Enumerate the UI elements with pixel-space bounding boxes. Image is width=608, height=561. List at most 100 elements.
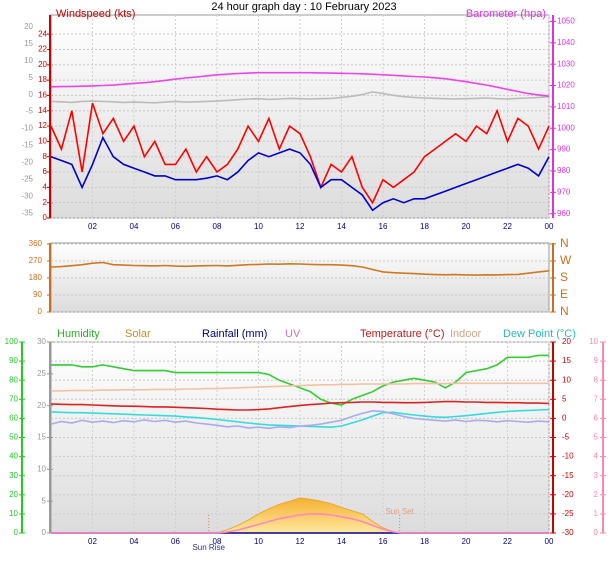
y-tick-label: 80 (9, 375, 18, 384)
y3-tick-label: -35 (21, 208, 33, 217)
y-axis-title: Windspeed (kts) (56, 8, 135, 20)
x-tick-label: 02 (88, 222, 97, 231)
y3-tick-label: 20 (24, 22, 33, 31)
y-tick-label: 2 (43, 198, 48, 207)
y2-tick-label: -25 (562, 509, 574, 518)
y2-tick-label: 990 (557, 145, 571, 154)
y-tick-label: 16 (38, 91, 47, 100)
y4-tick-label: 7 (594, 394, 599, 403)
y-tick-label: 40 (9, 452, 18, 461)
legend-entry: Humidity (57, 328, 100, 340)
y4-tick-label: 1 (594, 509, 599, 518)
y2-tick-label: -5 (562, 433, 570, 442)
x-tick-label: 10 (254, 537, 263, 546)
series-line (51, 513, 549, 534)
y2-tick-label: 980 (557, 166, 571, 175)
y4-tick-label: 4 (594, 452, 599, 461)
annotation: Sun Set (385, 507, 414, 516)
x-tick-label: 08 (213, 222, 222, 231)
x-tick-label: 14 (337, 222, 346, 231)
y4-tick-label: 0 (594, 528, 599, 537)
x-tick-label: 18 (420, 537, 429, 546)
y3-tick-label: 10 (37, 464, 46, 473)
y-tick-label: 30 (9, 471, 18, 480)
y3-tick-label: 20 (37, 401, 46, 410)
legend-entry: Dew Point (°C) (503, 328, 576, 340)
y2-tick-label: E (560, 287, 568, 301)
y-tick-label: 22 (38, 45, 47, 54)
y3-tick-label: 25 (37, 369, 46, 378)
y2-tick-label: 10 (562, 375, 571, 384)
y2-tick-label: 1010 (557, 102, 575, 111)
y3-tick-label: 0 (29, 90, 34, 99)
y2-tick-label: N (560, 304, 569, 318)
y2-tick-label: 970 (557, 187, 571, 196)
y4-tick-label: 8 (594, 375, 599, 384)
chart-title: 24 hour graph day : 10 February 2023 (211, 1, 396, 13)
y2-tick-label: -10 (562, 452, 574, 461)
y-tick-label: 24 (38, 29, 47, 38)
y2-tick-label: W (560, 253, 572, 267)
x-tick-label: 18 (420, 222, 429, 231)
x-tick-label: 12 (296, 222, 305, 231)
y-tick-label: 90 (33, 290, 42, 299)
y3-tick-label: 30 (37, 337, 46, 346)
y3-tick-label: 0 (42, 528, 47, 537)
y-tick-label: 270 (29, 256, 43, 265)
y-tick-label: 360 (29, 239, 43, 248)
series-line (50, 91, 550, 104)
x-tick-label: 00 (545, 537, 554, 546)
y-tick-label: 4 (43, 182, 48, 191)
y2-tick-label: N (560, 236, 569, 250)
y3-tick-label: -20 (21, 158, 33, 167)
x-tick-label: 08 (213, 537, 222, 546)
y-tick-label: 8 (43, 152, 48, 161)
series-line (50, 400, 550, 411)
y-tick-label: 0 (14, 528, 19, 537)
series-line (50, 135, 550, 212)
x-tick-label: 20 (462, 222, 471, 231)
y3-tick-label: 15 (24, 39, 33, 48)
x-tick-label: 16 (379, 537, 388, 546)
y-tick-label: 20 (38, 60, 47, 69)
x-tick-label: 16 (379, 222, 388, 231)
y2-tick-label: 15 (562, 356, 571, 365)
y2-tick-label: -30 (562, 528, 574, 537)
y2-tick-label: 1050 (557, 17, 575, 26)
series-line (50, 261, 550, 276)
y3-tick-label: 15 (37, 433, 46, 442)
y4-tick-label: 9 (594, 356, 599, 365)
legend-entry: Indoor (450, 328, 482, 340)
y2-tick-label: 1030 (557, 59, 575, 68)
y-tick-label: 0 (38, 307, 43, 316)
x-tick-label: 06 (171, 537, 180, 546)
y-tick-label: 50 (9, 433, 18, 442)
y2-tick-label: 5 (562, 394, 567, 403)
annotation: Sun Rise (192, 543, 225, 552)
y3-tick-label: 10 (24, 56, 33, 65)
y4-tick-label: 2 (594, 490, 599, 499)
y-tick-label: 20 (9, 490, 18, 499)
y-tick-label: 18 (38, 75, 47, 84)
legend-entry: UV (285, 328, 301, 340)
y4-tick-label: 10 (589, 337, 598, 346)
y-tick-label: 14 (38, 106, 47, 115)
y4-tick-label: 3 (594, 471, 599, 480)
y-tick-label: 100 (5, 337, 19, 346)
x-tick-label: 04 (130, 537, 139, 546)
y-tick-label: 12 (38, 121, 47, 130)
x-tick-label: 04 (130, 222, 139, 231)
series-line (51, 382, 549, 392)
y3-tick-label: -25 (21, 174, 33, 183)
y3-tick-label: -10 (21, 124, 33, 133)
legend-entry: Rainfall (mm) (202, 328, 267, 340)
y2-tick-label: S (560, 270, 568, 284)
y-tick-label: 70 (9, 394, 18, 403)
y2-tick-label: -20 (562, 490, 574, 499)
y2-tick-label: 1020 (557, 81, 575, 90)
x-tick-label: 10 (254, 222, 263, 231)
y2-tick-label: 1040 (557, 38, 575, 47)
y-tick-label: 60 (9, 414, 18, 423)
legend-entry: Temperature (°C) (360, 328, 444, 340)
series-line (50, 102, 550, 205)
